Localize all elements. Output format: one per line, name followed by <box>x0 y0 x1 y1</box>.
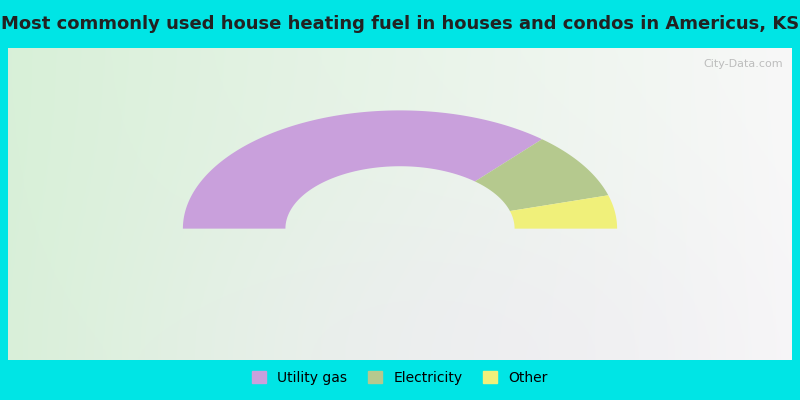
Text: City-Data.com: City-Data.com <box>703 60 783 70</box>
Polygon shape <box>510 195 617 229</box>
Polygon shape <box>183 110 542 229</box>
Legend: Utility gas, Electricity, Other: Utility gas, Electricity, Other <box>247 366 553 390</box>
Polygon shape <box>475 139 608 211</box>
Text: Most commonly used house heating fuel in houses and condos in Americus, KS: Most commonly used house heating fuel in… <box>1 15 799 33</box>
